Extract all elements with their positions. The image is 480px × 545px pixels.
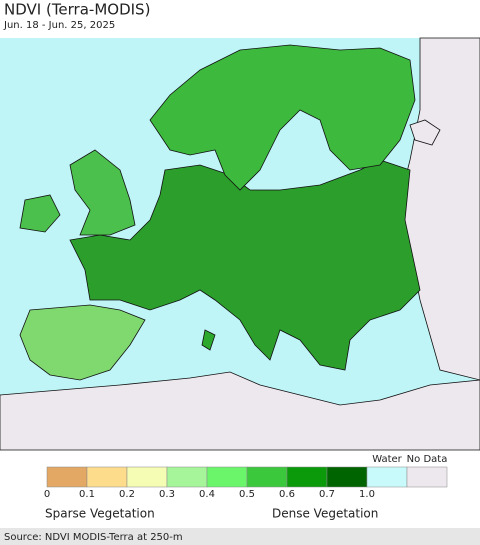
legend-nodata-label: No Data <box>407 454 448 465</box>
legend-high-label: Dense Vegetation <box>272 507 378 521</box>
legend-swatch <box>246 466 288 488</box>
legend-swatch <box>46 466 88 488</box>
legend-tick-label: 0 <box>44 489 50 500</box>
legend-tick-label: 0.6 <box>279 489 295 500</box>
legend-tick-label: 1.0 <box>359 489 375 500</box>
footer-source: Source: NDVI MODIS-Terra at 250-m <box>4 532 183 543</box>
central-europe <box>69 159 421 371</box>
ireland <box>19 194 61 233</box>
legend-tick-label: 0.7 <box>319 489 335 500</box>
legend-tick-label: 0.5 <box>239 489 255 500</box>
legend-swatch <box>326 466 368 488</box>
lake <box>409 119 441 146</box>
legend-swatch <box>406 466 448 488</box>
legend-swatch <box>206 466 248 488</box>
legend-tick-label: 0.3 <box>159 489 175 500</box>
legend-swatch <box>366 466 408 488</box>
legend-water-label: Water <box>372 454 402 465</box>
legend-tick-label: 0.2 <box>119 489 135 500</box>
map <box>0 37 480 451</box>
great-britain <box>69 149 136 236</box>
legend-swatch <box>286 466 328 488</box>
legend-swatch <box>166 466 208 488</box>
legend-swatch <box>86 466 128 488</box>
legend-swatch <box>126 466 168 488</box>
legend-tick-label: 0.1 <box>79 489 95 500</box>
legend-low-label: Sparse Vegetation <box>45 507 155 521</box>
title: NDVI (Terra-MODIS) <box>4 1 150 19</box>
corsica <box>201 329 216 351</box>
legend-tick-label: 0.4 <box>199 489 215 500</box>
subtitle: Jun. 18 - Jun. 25, 2025 <box>3 20 115 31</box>
iberia <box>19 304 146 381</box>
footer-bar <box>0 528 480 545</box>
africa <box>0 371 480 451</box>
scandinavia <box>149 44 416 191</box>
legend: Water No Data Sparse Vegetation Dense Ve… <box>44 454 448 521</box>
